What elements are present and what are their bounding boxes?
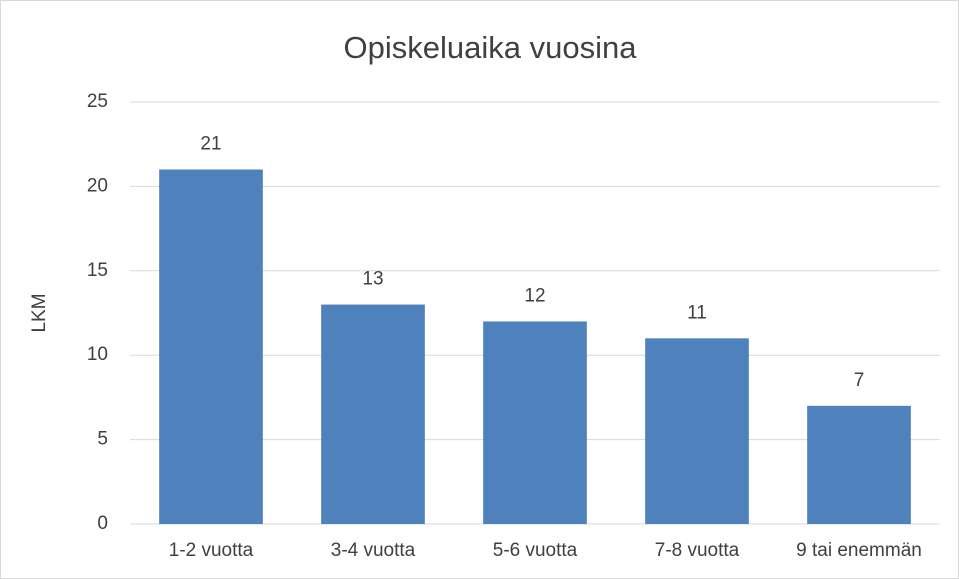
chart-title: Opiskeluaika vuosina: [344, 30, 638, 65]
y-axis-label: LKM: [29, 293, 50, 332]
y-tick-label: 10: [87, 344, 108, 365]
data-label: 7: [854, 370, 865, 391]
y-tick-label: 25: [87, 91, 108, 112]
y-tick-label: 15: [87, 260, 108, 281]
x-tick-label: 5-6 vuotta: [493, 540, 578, 561]
y-tick-label: 5: [97, 429, 108, 450]
bar: [807, 405, 911, 524]
bar: [159, 169, 263, 524]
y-tick-label: 20: [87, 175, 108, 196]
bar: [321, 304, 425, 524]
data-label: 13: [362, 269, 383, 290]
y-tick-label: 0: [97, 513, 108, 534]
x-tick-label: 1-2 vuotta: [169, 540, 254, 561]
x-tick-label: 7-8 vuotta: [655, 540, 740, 561]
bar: [645, 338, 749, 524]
data-label: 12: [524, 285, 545, 306]
data-label: 11: [687, 302, 707, 323]
data-label: 21: [200, 134, 221, 155]
x-tick-label: 3-4 vuotta: [331, 540, 416, 561]
bar: [483, 321, 587, 524]
x-tick-label: 9 tai enemmän: [796, 540, 922, 561]
